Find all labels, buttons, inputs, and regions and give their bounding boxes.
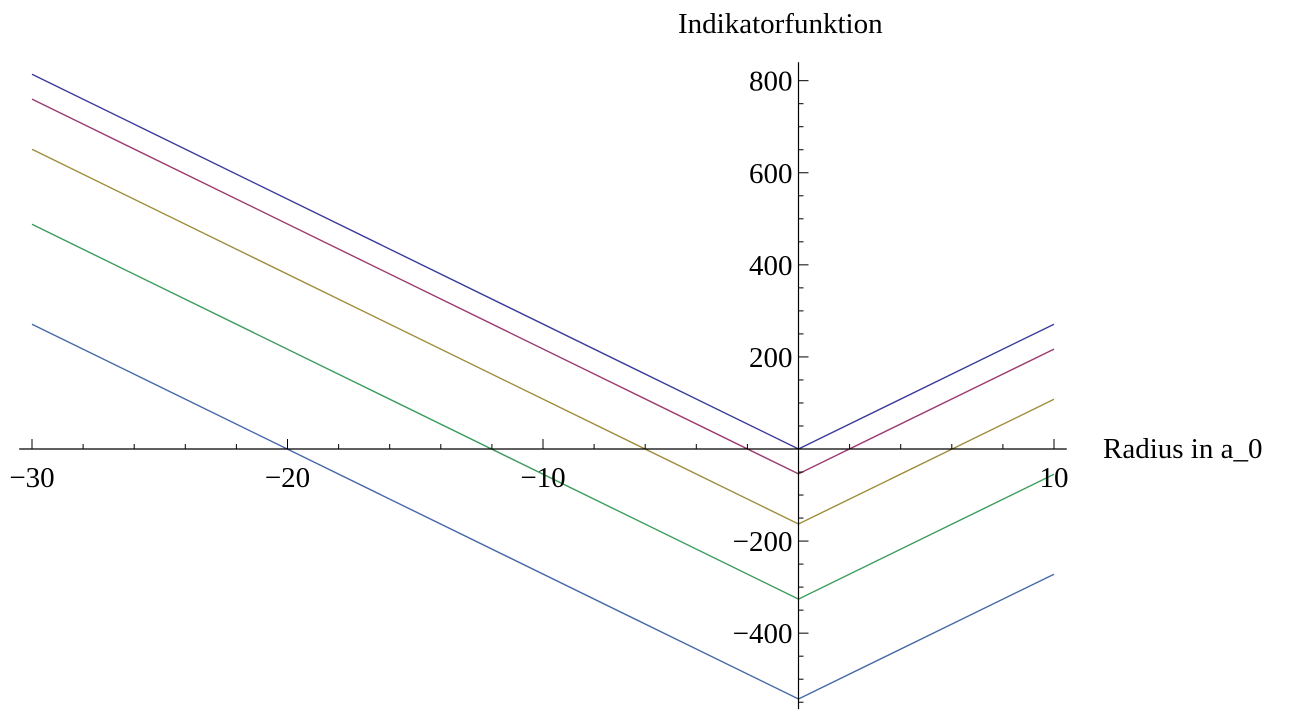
y-tick-label: −200 bbox=[733, 526, 793, 558]
series-line-4 bbox=[31, 223, 1055, 600]
y-tick-label: 600 bbox=[749, 158, 793, 190]
x-axis-label: Radius in a_0 bbox=[1103, 433, 1263, 465]
series-line-5 bbox=[31, 323, 1055, 700]
y-tick-label: 200 bbox=[749, 342, 793, 374]
series-line-2 bbox=[31, 98, 1055, 475]
x-tick-label: −10 bbox=[520, 462, 565, 494]
x-tick-label: 10 bbox=[1040, 462, 1069, 494]
series-layer bbox=[31, 73, 1055, 700]
axes-layer bbox=[19, 62, 1067, 710]
series-line-1 bbox=[31, 73, 1055, 450]
x-tick-label: −20 bbox=[265, 462, 310, 494]
x-tick-label: −30 bbox=[9, 462, 54, 494]
y-axis-label: Indikatorfunktion bbox=[678, 8, 883, 40]
tick-labels-layer: −30 −20 −10 10 −400 −200 200 400 600 800 bbox=[9, 66, 1068, 650]
y-tick-label: 400 bbox=[749, 250, 793, 282]
y-tick-label: −400 bbox=[733, 618, 793, 650]
ticks-layer bbox=[31, 80, 1055, 703]
y-tick-label: 800 bbox=[749, 66, 793, 98]
